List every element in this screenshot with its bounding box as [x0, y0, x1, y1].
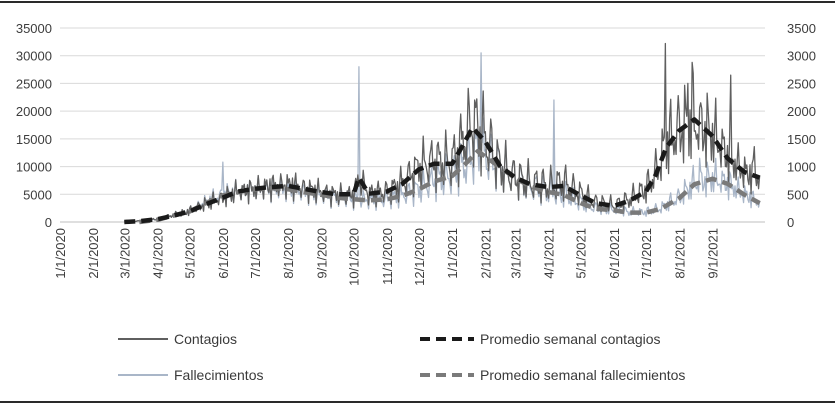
legend-label-promedio-semanal-contagios: Promedio semanal contagios: [480, 331, 661, 347]
x-tick-label: 10/1/2020: [347, 228, 362, 286]
x-tick-label: 2/1/2020: [86, 228, 101, 279]
x-tick-label: 7/1/2021: [639, 228, 654, 279]
x-tick-label: 3/1/2021: [508, 228, 523, 279]
x-tick-label: 4/1/2020: [151, 228, 166, 279]
x-tick-label: 9/1/2021: [706, 228, 721, 279]
x-tick-label: 7/1/2020: [248, 228, 263, 279]
left-axis-tick-labels: 0 5000 10000 15000 20000 25000 30000 35000: [16, 21, 52, 230]
left-y-tick-label: 5000: [23, 187, 52, 202]
legend-item-contagios: Contagios: [118, 331, 237, 347]
right-axis-tick-labels: 0 500 1000 1500 2000 2500 3000 3500: [787, 21, 816, 230]
legend-item-promedio-semanal-fallecimientos: Promedio semanal fallecimientos: [420, 367, 685, 383]
x-tick-label: 3/1/2020: [117, 228, 132, 279]
plot-series: [124, 42, 761, 225]
x-tick-label: 6/1/2020: [216, 228, 231, 279]
x-tick-label: 1/1/2021: [445, 228, 460, 279]
x-tick-label: 1/1/2020: [53, 228, 68, 279]
right-y-tick-label: 1000: [787, 160, 816, 175]
legend-item-fallecimientos: Fallecimientos: [118, 367, 263, 383]
left-y-tick-label: 20000: [16, 104, 52, 119]
series-line-promedio-semanal-contagios: [124, 117, 761, 225]
x-tick-label: 5/1/2020: [183, 228, 198, 279]
left-y-tick-label: 10000: [16, 160, 52, 175]
x-tick-label: 2/1/2021: [478, 228, 493, 279]
x-tick-label: 6/1/2021: [607, 228, 622, 279]
x-tick-label: 5/1/2021: [574, 228, 589, 279]
legend: Contagios Promedio semanal contagios Fal…: [118, 331, 685, 383]
left-y-tick-label: 15000: [16, 132, 52, 147]
legend-label-contagios: Contagios: [174, 331, 237, 347]
left-y-tick-label: 30000: [16, 49, 52, 64]
legend-item-promedio-semanal-contagios: Promedio semanal contagios: [420, 331, 661, 347]
x-tick-label: 11/1/2020: [380, 228, 395, 285]
right-y-tick-label: 2000: [787, 104, 816, 119]
right-y-tick-label: 3500: [787, 21, 816, 36]
x-tick-label: 8/1/2021: [672, 228, 687, 279]
left-y-tick-label: 25000: [16, 76, 52, 91]
x-tick-label: 9/1/2020: [314, 228, 329, 279]
legend-label-promedio-semanal-fallecimientos: Promedio semanal fallecimientos: [480, 367, 685, 383]
right-y-tick-label: 1500: [787, 132, 816, 147]
right-y-tick-label: 500: [787, 187, 809, 202]
left-y-tick-label: 0: [45, 215, 52, 230]
legend-label-fallecimientos: Fallecimientos: [174, 367, 263, 383]
x-axis-tick-labels: 1/1/2020 2/1/2020 3/1/2020 4/1/2020 5/1/2020…: [53, 228, 721, 286]
gridlines: [60, 27, 765, 195]
right-y-tick-label: 3000: [787, 49, 816, 64]
left-y-tick-label: 35000: [16, 21, 52, 36]
right-y-tick-label: 2500: [787, 76, 816, 91]
x-tick-label: 4/1/2021: [542, 228, 557, 279]
x-tick-label: 8/1/2020: [281, 228, 296, 279]
right-y-tick-label: 0: [787, 215, 794, 230]
x-tick-label: 12/1/2020: [412, 228, 427, 286]
